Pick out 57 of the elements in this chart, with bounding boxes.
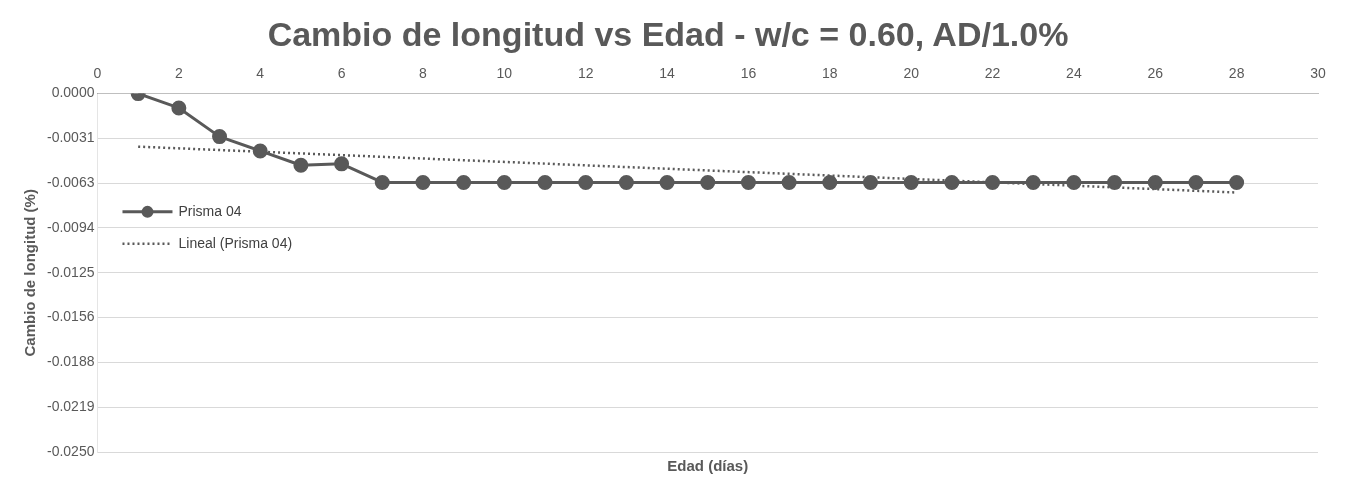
point	[293, 157, 309, 173]
point	[171, 100, 187, 116]
point	[822, 174, 838, 190]
point	[1229, 174, 1245, 190]
point	[985, 174, 1001, 190]
x-tick-label: 30	[1310, 65, 1326, 82]
x-tick-label: 8	[419, 65, 428, 82]
x-tick-label: 4	[256, 65, 265, 82]
point	[1147, 174, 1163, 190]
x-tick-label: 0	[93, 65, 102, 82]
legend-label: Prisma 04	[178, 202, 242, 219]
y-axis-title: Cambio de longitud (%)	[21, 189, 39, 357]
y-tick-label: -0.0125	[47, 263, 95, 280]
y-tick-label: -0.0094	[47, 218, 95, 235]
point	[537, 174, 553, 190]
point	[740, 174, 756, 190]
x-tick-label: 16	[740, 65, 757, 82]
y-tick-label: -0.0250	[47, 442, 95, 459]
point	[944, 174, 960, 190]
point	[903, 174, 919, 190]
chart-title: Cambio de longitud vs Edad - w/c = 0.60, AD/1.0%	[267, 14, 1069, 53]
x-tick-label: 12	[577, 65, 594, 82]
x-tick-label: 20	[903, 65, 920, 82]
point	[1025, 174, 1041, 190]
x-tick-label: 26	[1147, 65, 1164, 82]
point	[618, 174, 634, 190]
y-tick-label: -0.0031	[47, 129, 95, 146]
x-tick-label: 10	[496, 65, 513, 82]
legend-label: Lineal (Prisma 04)	[178, 234, 293, 251]
x-tick-label: 6	[337, 65, 346, 82]
point	[1066, 174, 1082, 190]
x-tick-label: 14	[659, 65, 676, 82]
x-tick-label: 28	[1228, 65, 1245, 82]
y-tick-label: 0.0000	[51, 84, 95, 101]
point	[252, 143, 268, 159]
point	[862, 174, 878, 190]
point	[212, 129, 228, 145]
point	[374, 174, 390, 190]
point	[659, 174, 675, 190]
point	[496, 174, 512, 190]
x-tick-label: 22	[984, 65, 1001, 82]
y-tick-label: -0.0188	[47, 353, 95, 370]
y-tick-label: -0.0219	[47, 398, 95, 415]
y-tick-label: -0.0156	[47, 308, 95, 325]
x-tick-label: 24	[1066, 65, 1082, 82]
point	[456, 174, 472, 190]
point	[578, 174, 594, 190]
y-tick-label: -0.0063	[47, 174, 95, 191]
point	[1107, 174, 1123, 190]
x-tick-label: 18	[822, 65, 838, 82]
point	[334, 156, 350, 172]
point	[415, 174, 431, 190]
point	[781, 174, 797, 190]
point	[700, 174, 716, 190]
x-tick-label: 2	[174, 65, 183, 82]
point	[1188, 174, 1204, 190]
x-axis-title: Edad (días)	[667, 456, 749, 474]
